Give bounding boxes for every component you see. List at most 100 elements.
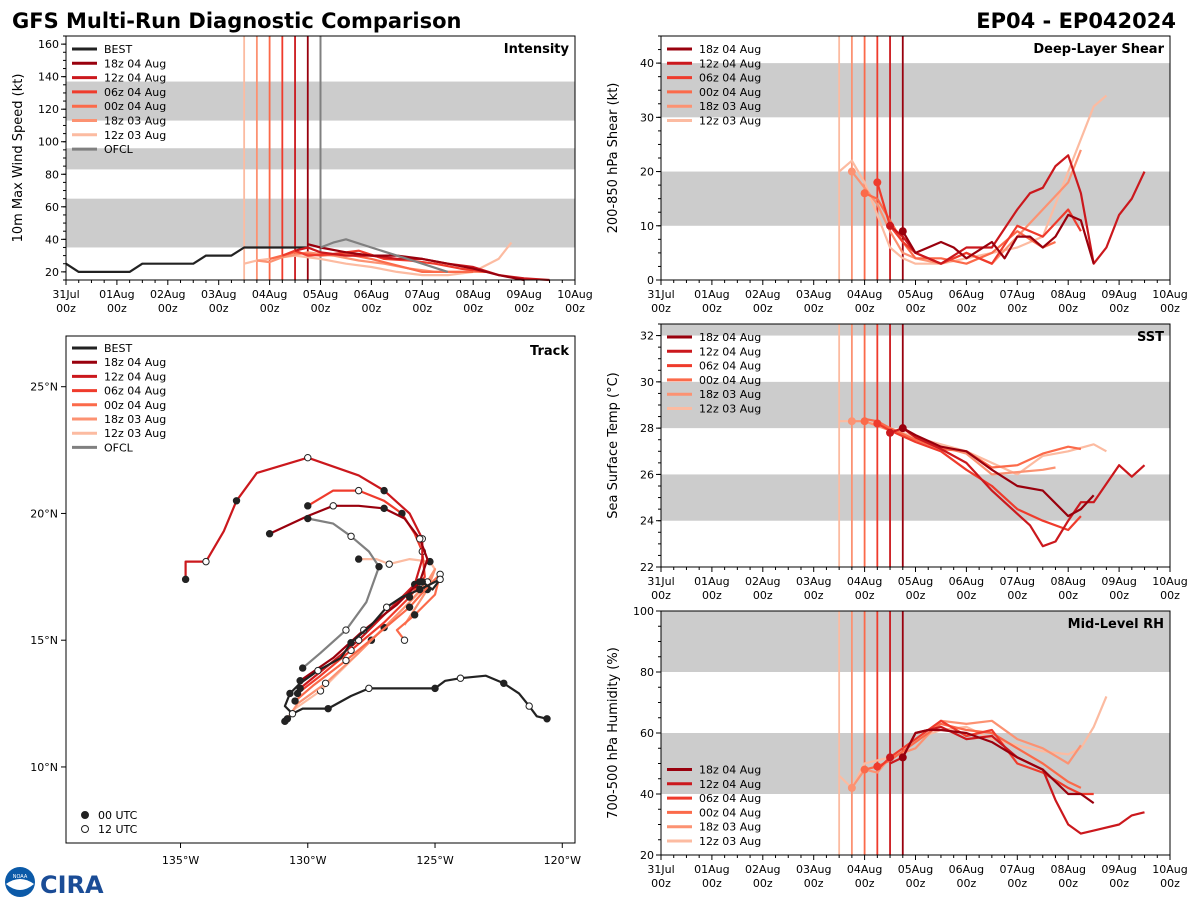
track-position-marker xyxy=(543,715,551,723)
shear-xtick-hour: 00z xyxy=(906,302,926,315)
sst-band-2 xyxy=(661,324,1170,336)
intensity-legend-label: OFCL xyxy=(104,143,134,156)
rh-xtick-label: 01Aug xyxy=(694,863,729,876)
intensity-xtick-hour: 00z xyxy=(209,302,229,315)
noaa-text: NOAA xyxy=(13,874,28,880)
shear-xtick-hour: 00z xyxy=(804,302,824,315)
track-xtick-label: 120°W xyxy=(544,854,581,867)
shear-ytick-label: 0 xyxy=(647,274,654,287)
rh-series-06z-04-aug xyxy=(876,719,1094,796)
rh-legend-label: 00z 04 Aug xyxy=(699,806,761,819)
intensity-series-best xyxy=(65,246,308,273)
shear-legend-label: 06z 04 Aug xyxy=(699,72,761,85)
intensity-xtick-hour: 00z xyxy=(565,302,585,315)
rh-ytick-label: 100 xyxy=(633,605,654,618)
main-title: GFS Multi-Run Diagnostic Comparison xyxy=(12,9,461,33)
rh-xtick-hour: 00z xyxy=(1058,877,1078,890)
intensity-ytick-label: 100 xyxy=(38,136,59,149)
track-legend-label: OFCL xyxy=(104,441,134,454)
track-position-marker xyxy=(286,689,294,698)
intensity-xtick-label: 07Aug xyxy=(405,288,440,301)
track-legend-label: 18z 04 Aug xyxy=(104,356,166,369)
rh-xtick-hour: 00z xyxy=(855,877,875,890)
sst-ytick-label: 28 xyxy=(640,422,654,435)
rh-xtick-hour: 00z xyxy=(1109,877,1129,890)
track-legend-label: 06z 04 Aug xyxy=(104,385,166,398)
shear-legend-label: 00z 04 Aug xyxy=(699,86,761,99)
intensity-ytick-label: 140 xyxy=(38,71,59,84)
rh-ytick-label: 20 xyxy=(640,849,654,862)
sst-analysis-point xyxy=(898,424,907,433)
track-position-marker xyxy=(347,532,355,540)
sst-band-1 xyxy=(661,381,1170,429)
track-series-18z-04-aug xyxy=(269,504,429,682)
track-position-marker xyxy=(456,674,465,682)
rh-xtick-label: 07Aug xyxy=(1000,863,1035,876)
intensity-series-18z-04-aug xyxy=(307,243,525,282)
rh-band-1 xyxy=(661,611,1170,672)
track-ytick-label: 15°N xyxy=(30,634,58,647)
track-position-marker xyxy=(382,603,391,611)
track-position-marker xyxy=(354,555,363,563)
track-legend-label: 12z 03 Aug xyxy=(104,427,166,440)
rh-xtick-hour: 00z xyxy=(753,877,773,890)
sst-legend-label: 18z 04 Aug xyxy=(699,331,761,344)
intensity-xtick-label: 02Aug xyxy=(150,288,185,301)
track-ytick-label: 25°N xyxy=(30,381,58,394)
track-position-marker xyxy=(365,684,373,693)
rh-legend-label: 12z 03 Aug xyxy=(699,835,761,848)
rh-xtick-label: 02Aug xyxy=(745,863,780,876)
rh-xtick-hour: 00z xyxy=(1007,877,1027,890)
rh-series-18z-04-aug xyxy=(901,728,1095,804)
sst-ytick-label: 26 xyxy=(640,468,654,481)
intensity-xtick-label: 10Aug xyxy=(557,288,592,301)
sst-xtick-label: 10Aug xyxy=(1152,575,1187,588)
rh-series-18z-03-aug xyxy=(850,719,1082,789)
rh-ytick-label: 80 xyxy=(640,666,654,679)
shear-xtick-hour: 00z xyxy=(1160,302,1180,315)
track-legend-label: BEST xyxy=(104,342,132,355)
rh-analysis-point xyxy=(847,783,856,792)
intensity-xtick-label: 06Aug xyxy=(354,288,389,301)
intensity-ytick-label: 120 xyxy=(38,103,59,116)
intensity-xtick-hour: 00z xyxy=(514,302,534,315)
shear-analysis-point xyxy=(847,167,856,176)
rh-legend-label: 18z 04 Aug xyxy=(699,764,761,777)
track-xtick-label: 125°W xyxy=(416,854,453,867)
sst-xtick-label: 02Aug xyxy=(745,575,780,588)
shear-title: Deep-Layer Shear xyxy=(1033,42,1164,57)
track-legend-label: 00z 04 Aug xyxy=(104,399,166,412)
sst-ytick-label: 30 xyxy=(640,376,654,389)
shear-ytick-label: 20 xyxy=(640,166,654,179)
shear-ylabel: 200-850 hPa Shear (kt) xyxy=(606,83,621,234)
sst-ytick-label: 24 xyxy=(640,515,654,528)
noaa-wave-icon xyxy=(6,879,34,890)
intensity-xtick-hour: 00z xyxy=(463,302,483,315)
track-title: Track xyxy=(530,344,569,359)
rh-ytick-label: 40 xyxy=(640,788,654,801)
track-position-marker xyxy=(296,684,304,693)
intensity-xtick-label: 08Aug xyxy=(455,288,490,301)
intensity-ytick-label: 160 xyxy=(38,38,59,51)
sst-xtick-label: 07Aug xyxy=(1000,575,1035,588)
rh-analysis-point xyxy=(898,753,907,762)
track-position-marker xyxy=(405,603,414,611)
sst-ytick-label: 22 xyxy=(640,561,654,574)
track-xtick-label: 135°W xyxy=(162,854,199,867)
sst-xtick-hour: 00z xyxy=(1160,589,1180,602)
rh-xtick-hour: 00z xyxy=(651,877,671,890)
shear-xtick-label: 09Aug xyxy=(1101,288,1136,301)
sst-analysis-point xyxy=(873,419,882,428)
track-position-marker xyxy=(400,636,409,644)
shear-xtick-hour: 00z xyxy=(651,302,671,315)
rh-xtick-label: 31Jul xyxy=(647,863,674,876)
track-position-marker xyxy=(314,666,322,675)
rh-xtick-hour: 00z xyxy=(1160,877,1180,890)
sst-xtick-hour: 00z xyxy=(804,589,824,602)
track-position-marker xyxy=(416,535,424,543)
sst-xtick-label: 05Aug xyxy=(898,575,933,588)
rh-analysis-point xyxy=(873,762,882,771)
shear-legend-label: 12z 03 Aug xyxy=(699,115,761,128)
track-series-ofcl xyxy=(301,517,381,669)
intensity-title: Intensity xyxy=(504,42,570,57)
